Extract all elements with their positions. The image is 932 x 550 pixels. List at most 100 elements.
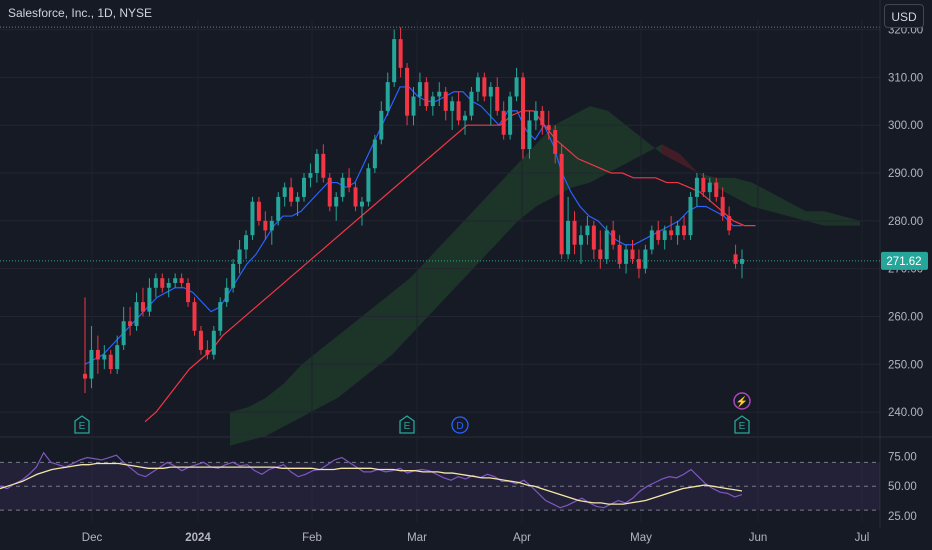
candle-body bbox=[340, 177, 345, 197]
price-tick-label: 250.00 bbox=[888, 359, 923, 371]
candlestick-series bbox=[83, 27, 744, 393]
last-price-label: 271.62 bbox=[0, 251, 928, 270]
marker-label: E bbox=[404, 421, 411, 432]
cloud-segment bbox=[734, 177, 752, 207]
candle-body bbox=[566, 220, 571, 255]
candle-body bbox=[95, 349, 100, 360]
cloud-segment bbox=[266, 383, 284, 436]
earnings-marker-icon bbox=[734, 415, 750, 434]
time-tick-label: 2024 bbox=[185, 532, 211, 544]
price-tick-label: 260.00 bbox=[888, 311, 923, 323]
candle-body bbox=[411, 96, 416, 116]
candle-body bbox=[392, 39, 397, 83]
candle-body bbox=[166, 282, 171, 288]
ichimoku-cloud bbox=[230, 106, 860, 446]
candle-body bbox=[475, 77, 480, 92]
marker-label: E bbox=[739, 421, 746, 432]
rsi-tick-label: 75.00 bbox=[888, 451, 917, 463]
candle-body bbox=[669, 230, 674, 236]
marker-label: E bbox=[79, 421, 86, 432]
candle-body bbox=[456, 101, 461, 121]
candle-body bbox=[527, 120, 532, 150]
last-price-text: 271.62 bbox=[886, 256, 921, 268]
candle-body bbox=[115, 345, 120, 370]
cloud-segment bbox=[500, 163, 518, 240]
rsi-moving-average bbox=[0, 462, 743, 505]
candle-body bbox=[385, 82, 390, 111]
price-tick-label: 310.00 bbox=[888, 72, 923, 84]
candle-body bbox=[604, 230, 609, 260]
candle-body bbox=[546, 125, 551, 130]
candle-body bbox=[585, 225, 590, 236]
candle-body bbox=[334, 196, 339, 207]
candle-body bbox=[740, 259, 744, 264]
time-tick-label: Apr bbox=[513, 532, 531, 544]
cloud-segment bbox=[806, 211, 824, 226]
currency-button[interactable]: USD bbox=[884, 4, 924, 28]
price-axis[interactable]: 320.00310.00300.00290.00280.00270.00260.… bbox=[888, 25, 923, 420]
rsi-line bbox=[0, 451, 743, 509]
candle-body bbox=[347, 177, 352, 188]
cloud-segment bbox=[644, 139, 662, 154]
cloud-segment bbox=[356, 306, 374, 384]
candle-body bbox=[205, 349, 210, 355]
candle-body bbox=[128, 321, 133, 327]
candle-body bbox=[295, 196, 300, 202]
candle-body bbox=[495, 86, 500, 111]
candle-body bbox=[192, 302, 197, 331]
candle-body bbox=[140, 302, 145, 312]
candle-body bbox=[437, 91, 442, 97]
candle-body bbox=[707, 182, 712, 193]
cloud-segment bbox=[788, 201, 806, 221]
rsi-tick-label: 50.00 bbox=[888, 481, 917, 493]
dividend-marker-icon bbox=[451, 416, 469, 434]
candle-body bbox=[276, 196, 281, 221]
candle-body bbox=[469, 91, 474, 116]
candle-body bbox=[327, 177, 332, 207]
cloud-segment bbox=[248, 397, 266, 441]
candle-body bbox=[244, 235, 249, 250]
candle-body bbox=[430, 96, 435, 107]
time-tick-label: Jun bbox=[749, 532, 768, 544]
candle-body bbox=[256, 201, 261, 221]
cloud-segment bbox=[518, 144, 536, 221]
symbol-title[interactable]: Salesforce, Inc., 1D, NYSE bbox=[8, 6, 153, 20]
candle-body bbox=[624, 249, 629, 264]
candle-body bbox=[572, 220, 577, 245]
cloud-segment bbox=[302, 349, 320, 417]
candle-body bbox=[218, 302, 223, 331]
candle-body bbox=[514, 77, 519, 97]
candle-body bbox=[263, 220, 268, 231]
candle-body bbox=[501, 110, 506, 135]
candle-body bbox=[482, 77, 487, 97]
candle-body bbox=[186, 282, 191, 303]
time-tick-label: Feb bbox=[302, 532, 322, 544]
candle-body bbox=[372, 139, 377, 169]
cloud-segment bbox=[536, 125, 554, 207]
candle-body bbox=[578, 235, 583, 245]
candle-body bbox=[540, 110, 545, 126]
candle-body bbox=[727, 216, 732, 231]
candle-body bbox=[102, 354, 107, 360]
ichimoku-lines bbox=[84, 86, 756, 423]
cloud-segment bbox=[662, 144, 680, 164]
candle-body bbox=[321, 153, 326, 178]
candle-body bbox=[289, 187, 294, 202]
candle-body bbox=[314, 153, 319, 174]
cloud-segment bbox=[284, 364, 302, 427]
candle-body bbox=[83, 373, 87, 379]
candle-body bbox=[398, 39, 403, 68]
candle-body bbox=[611, 230, 616, 245]
candle-body bbox=[424, 82, 429, 107]
candle-body bbox=[649, 230, 654, 250]
time-axis[interactable]: Dec 2024 Feb Mar Apr May Jun Jul bbox=[82, 532, 870, 544]
candle-body bbox=[160, 278, 165, 288]
candle-body bbox=[617, 244, 622, 264]
candle-body bbox=[108, 354, 113, 370]
candle-body bbox=[559, 153, 564, 255]
time-tick-label: Dec bbox=[82, 532, 103, 544]
candle-body bbox=[694, 177, 699, 197]
candle-body bbox=[211, 330, 216, 355]
candle-body bbox=[366, 168, 371, 202]
